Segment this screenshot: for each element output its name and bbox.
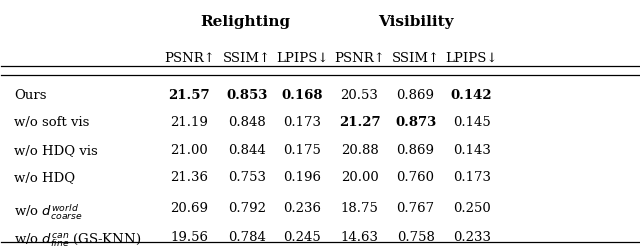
Text: 21.19: 21.19 xyxy=(170,116,208,130)
Text: 0.173: 0.173 xyxy=(452,171,491,184)
Text: 18.75: 18.75 xyxy=(340,202,378,215)
Text: 0.853: 0.853 xyxy=(226,89,268,102)
Text: 0.760: 0.760 xyxy=(397,171,435,184)
Text: 0.143: 0.143 xyxy=(452,144,491,157)
Text: 0.753: 0.753 xyxy=(228,171,266,184)
Text: PSNR↑: PSNR↑ xyxy=(164,52,215,64)
Text: 0.142: 0.142 xyxy=(451,89,492,102)
Text: LPIPS↓: LPIPS↓ xyxy=(276,52,328,64)
Text: 0.869: 0.869 xyxy=(397,89,435,102)
Text: PSNR↑: PSNR↑ xyxy=(334,52,385,64)
Text: SSIM↑: SSIM↑ xyxy=(392,52,440,64)
Text: w/o soft vis: w/o soft vis xyxy=(14,116,90,130)
Text: 0.233: 0.233 xyxy=(452,231,491,244)
Text: 0.196: 0.196 xyxy=(283,171,321,184)
Text: 21.36: 21.36 xyxy=(170,171,209,184)
Text: 19.56: 19.56 xyxy=(170,231,209,244)
Text: Relighting: Relighting xyxy=(200,15,291,29)
Text: 0.758: 0.758 xyxy=(397,231,435,244)
Text: 14.63: 14.63 xyxy=(340,231,378,244)
Text: 0.784: 0.784 xyxy=(228,231,266,244)
Text: LPIPS↓: LPIPS↓ xyxy=(445,52,498,64)
Text: SSIM↑: SSIM↑ xyxy=(223,52,271,64)
Text: w/o $d_{coarse}^{world}$: w/o $d_{coarse}^{world}$ xyxy=(14,202,83,222)
Text: 0.245: 0.245 xyxy=(284,231,321,244)
Text: 20.69: 20.69 xyxy=(170,202,209,215)
Text: 0.767: 0.767 xyxy=(397,202,435,215)
Text: 20.88: 20.88 xyxy=(340,144,378,157)
Text: 0.145: 0.145 xyxy=(452,116,490,130)
Text: 0.173: 0.173 xyxy=(283,116,321,130)
Text: 0.236: 0.236 xyxy=(283,202,321,215)
Text: w/o HDQ vis: w/o HDQ vis xyxy=(14,144,98,157)
Text: w/o HDQ: w/o HDQ xyxy=(14,171,76,184)
Text: 0.844: 0.844 xyxy=(228,144,266,157)
Text: 0.175: 0.175 xyxy=(284,144,321,157)
Text: w/o $d_{fine}^{can}$ (GS-KNN): w/o $d_{fine}^{can}$ (GS-KNN) xyxy=(14,231,141,249)
Text: 20.53: 20.53 xyxy=(340,89,378,102)
Text: 21.27: 21.27 xyxy=(339,116,380,130)
Text: 0.792: 0.792 xyxy=(228,202,266,215)
Text: Ours: Ours xyxy=(14,89,47,102)
Text: 20.00: 20.00 xyxy=(340,171,378,184)
Text: 21.00: 21.00 xyxy=(170,144,208,157)
Text: 0.873: 0.873 xyxy=(395,116,436,130)
Text: 0.848: 0.848 xyxy=(228,116,266,130)
Text: Visibility: Visibility xyxy=(378,15,453,29)
Text: 21.57: 21.57 xyxy=(168,89,210,102)
Text: 0.869: 0.869 xyxy=(397,144,435,157)
Text: 0.168: 0.168 xyxy=(282,89,323,102)
Text: 0.250: 0.250 xyxy=(452,202,490,215)
